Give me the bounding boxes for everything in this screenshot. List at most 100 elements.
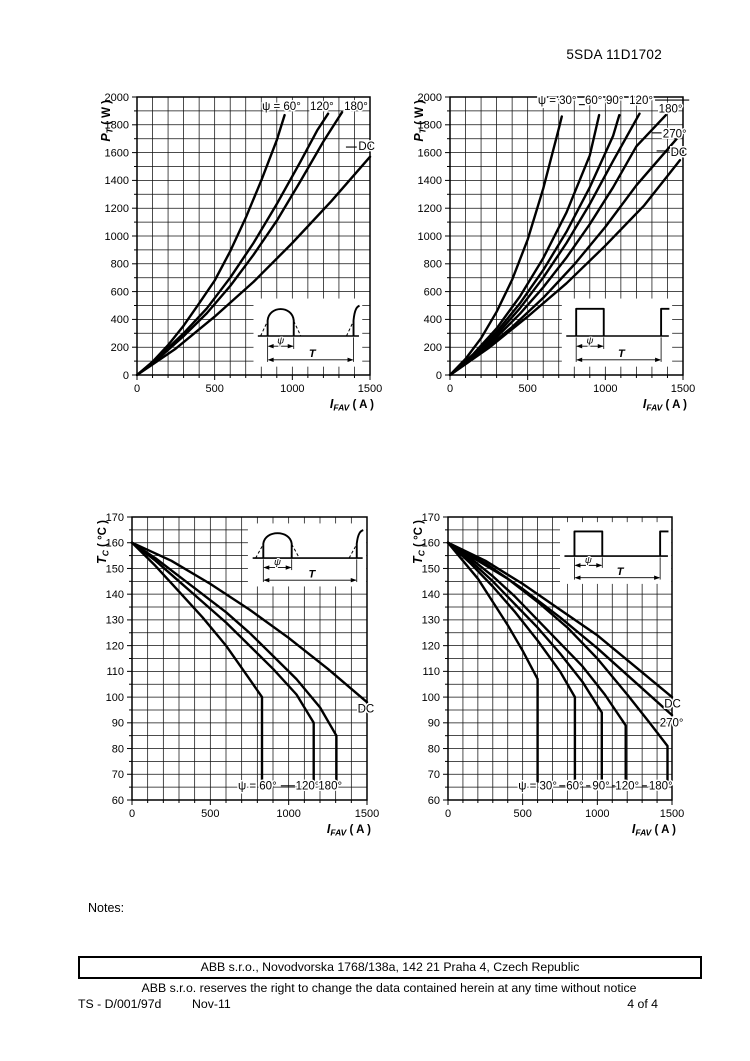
fig7-curve-labels: ψ = 60° 120°180° DC: [236, 702, 375, 794]
page-title: 5SDA 11D1702: [566, 47, 662, 62]
inset-period-label: T: [617, 566, 625, 578]
fig8-plot-border: [447, 516, 673, 801]
svg-text:1600: 1600: [418, 147, 442, 159]
footer-disclaimer: ABB s.r.o. reserves the right to change …: [141, 981, 637, 995]
svg-text:80: 80: [428, 743, 440, 755]
fig5-x-tick-labels: 0 500 1000 1500: [134, 383, 382, 395]
curve-label: ψ = 60°: [262, 101, 301, 113]
svg-text:400: 400: [111, 314, 129, 326]
fig6-x-tick-labels: 0 500 1000 1500: [447, 383, 695, 395]
curve-label: 90°: [592, 781, 609, 793]
svg-text:60: 60: [428, 795, 440, 807]
curve-label: 60°: [585, 95, 602, 107]
svg-text:1000: 1000: [276, 808, 300, 820]
curve-label: DC: [671, 147, 688, 159]
curve-label: DC: [664, 698, 681, 710]
curve-180°: [448, 113, 668, 377]
svg-text:170: 170: [106, 512, 124, 524]
svg-text:600: 600: [111, 286, 129, 298]
curve-120°: [135, 112, 330, 377]
svg-text:200: 200: [111, 342, 129, 354]
waveform-inset-sine: ψT: [253, 298, 363, 367]
fig7-plot-border: [131, 516, 368, 801]
fig5-y-axis-label: PT ( W ): [99, 100, 115, 142]
inset-period-label: T: [309, 348, 317, 360]
inset-psi-label: ψ: [585, 555, 592, 566]
svg-text:500: 500: [513, 808, 531, 820]
fig5-ticks: [132, 96, 371, 380]
svg-text:500: 500: [201, 808, 219, 820]
curve-120°: [130, 541, 315, 784]
fig5-plot-border: [136, 96, 371, 376]
svg-text:1400: 1400: [418, 175, 442, 187]
fig5-chart: ψT0 500 1000 150002004006008001000120014001…: [99, 92, 382, 413]
svg-text:160: 160: [422, 538, 440, 550]
curve-label: DC: [358, 141, 375, 153]
curve-label: 180°: [649, 781, 673, 793]
fig7-x-tick-labels: 0 500 1000 1500: [129, 808, 379, 820]
svg-text:0: 0: [129, 808, 135, 820]
curve-label: 180°: [659, 103, 683, 115]
curve-label: 180°: [318, 781, 342, 793]
svg-text:120: 120: [422, 640, 440, 652]
curve-label: ψ = 60°: [238, 781, 277, 793]
svg-text:150: 150: [422, 563, 440, 575]
waveform-inset-sine: ψT: [247, 523, 367, 587]
svg-text:1500: 1500: [671, 383, 695, 395]
svg-text:100: 100: [106, 692, 124, 704]
curve-DC: [130, 541, 369, 704]
svg-text:1800: 1800: [418, 120, 442, 132]
svg-text:600: 600: [424, 286, 442, 298]
svg-text:80: 80: [112, 743, 124, 755]
svg-text:1400: 1400: [105, 175, 129, 187]
fig8-y-tick-labels: 60 70 80 90 100 110 120 130 140 150 160 170: [422, 512, 440, 807]
curve-120°: [446, 541, 627, 784]
curve-label: 120°: [629, 95, 653, 107]
svg-text:1500: 1500: [660, 808, 684, 820]
curve-label: 270°: [663, 128, 687, 140]
fig7-y-axis-label: TC ( °C ): [95, 520, 111, 564]
svg-text:140: 140: [106, 589, 124, 601]
curve-label: 180°: [344, 101, 368, 113]
curve-label: DC: [358, 704, 375, 716]
inset-psi-label: ψ: [277, 336, 284, 347]
waveform-inset-square: ψT: [560, 522, 672, 584]
svg-text:1500: 1500: [355, 808, 379, 820]
curve-ψ = 60°: [130, 541, 264, 784]
svg-text:70: 70: [428, 769, 440, 781]
curve-180°: [135, 111, 344, 377]
svg-text:150: 150: [106, 563, 124, 575]
curve-270°: [446, 541, 674, 717]
svg-text:2000: 2000: [105, 92, 129, 104]
svg-text:1000: 1000: [105, 231, 129, 243]
svg-text:800: 800: [424, 259, 442, 271]
curve-60°: [448, 113, 601, 377]
fig6-plot-border: [449, 96, 684, 376]
fig5-curve-labels: ψ = 60° 120° 180° DC: [261, 100, 377, 155]
inset-psi-label: ψ: [274, 557, 281, 568]
curve-label: 60°: [566, 781, 583, 793]
curve-60°: [446, 541, 577, 784]
fig6-y-tick-labels: 0 200 400 600 800 1000 1200 1400 1600 1800 2000: [418, 92, 442, 382]
fig8-y-axis-label: TC ( °C ): [411, 520, 427, 564]
svg-text:130: 130: [106, 615, 124, 627]
curve-180°: [130, 541, 338, 784]
svg-text:400: 400: [424, 314, 442, 326]
notes-label: Notes:: [88, 901, 125, 915]
svg-text:1600: 1600: [105, 147, 129, 159]
svg-text:100: 100: [422, 692, 440, 704]
curve-90°: [446, 541, 603, 784]
curve-label: 120°: [615, 781, 639, 793]
svg-text:1200: 1200: [418, 203, 442, 215]
curve-ψ = 60°: [135, 113, 286, 377]
inset-period-label: T: [308, 569, 316, 581]
fig6-y-axis-label: PT ( W ): [412, 100, 428, 142]
fig6-curves: [448, 112, 682, 377]
svg-text:120: 120: [106, 640, 124, 652]
svg-text:1000: 1000: [418, 231, 442, 243]
svg-text:1500: 1500: [358, 383, 382, 395]
svg-text:0: 0: [436, 370, 442, 382]
svg-text:0: 0: [123, 370, 129, 382]
svg-text:130: 130: [422, 615, 440, 627]
fig8-x-tick-labels: 0 500 1000 1500: [445, 808, 684, 820]
